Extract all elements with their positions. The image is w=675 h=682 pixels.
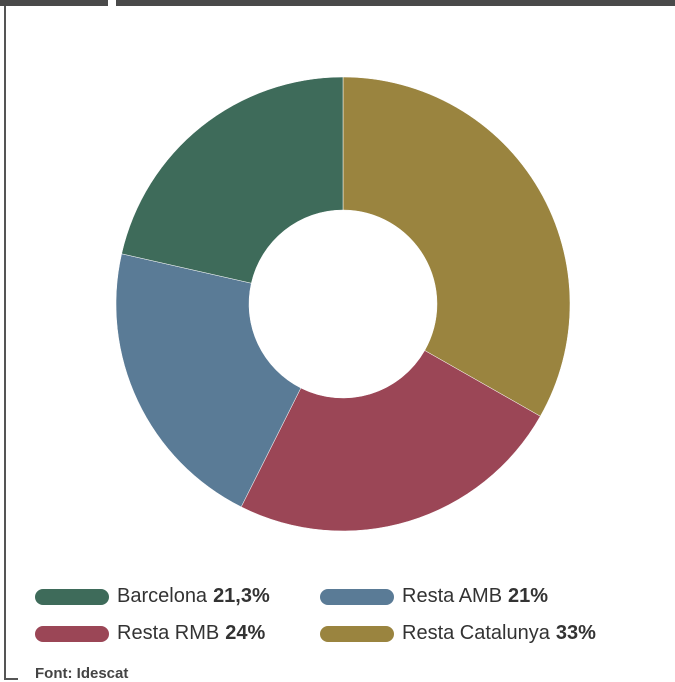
- legend-swatch: [320, 626, 394, 642]
- legend-value: 24%: [225, 622, 265, 644]
- legend-label: Resta Catalunya 33%: [402, 622, 596, 644]
- donut: [115, 76, 571, 532]
- legend-swatch: [320, 589, 394, 605]
- legend-label: Resta RMB 24%: [117, 622, 265, 644]
- legend-name: Resta RMB: [117, 622, 219, 644]
- legend-value: 21,3%: [213, 585, 270, 607]
- legend-name: Resta AMB: [402, 585, 502, 607]
- top-bar: [116, 0, 675, 6]
- frame-line: [4, 6, 18, 680]
- legend-value: 21%: [508, 585, 548, 607]
- slice: [342, 76, 571, 417]
- legend: Barcelona 21,3% Resta AMB 21%Resta RMB 24% Re…: [35, 585, 596, 644]
- legend-name: Resta Catalunya: [402, 622, 551, 644]
- legend-name: Barcelona: [117, 585, 208, 607]
- legend-swatch: [35, 589, 109, 605]
- legend-value: 33%: [556, 622, 596, 644]
- legend-label: Resta AMB 21%: [402, 585, 548, 607]
- legend-label: Barcelona 21,3%: [117, 585, 270, 607]
- slice: [240, 350, 541, 532]
- slice: [115, 253, 302, 508]
- source: Font: Idescat: [35, 665, 128, 682]
- slice: [121, 76, 344, 284]
- top-bar: [0, 0, 108, 6]
- legend-swatch: [35, 626, 109, 642]
